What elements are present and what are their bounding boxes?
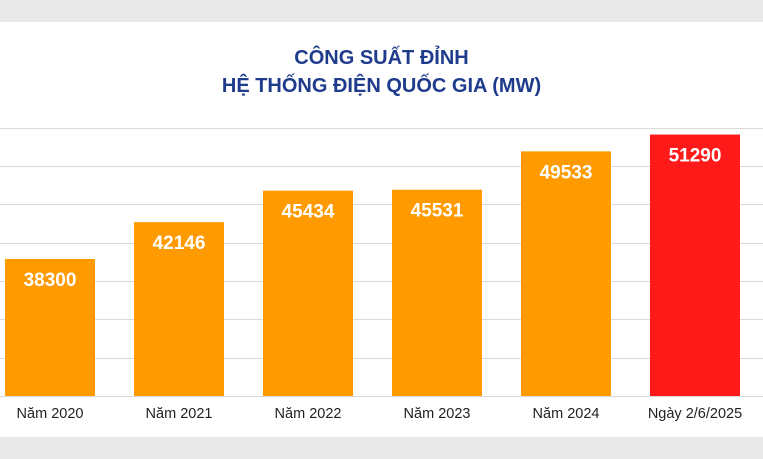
bar-value-label: 51290 — [669, 146, 722, 167]
bar-4 — [521, 151, 611, 396]
bar-value-label: 49533 — [540, 162, 593, 183]
bar-value-label: 42146 — [153, 233, 206, 254]
x-tick-label: Năm 2024 — [533, 406, 600, 422]
bar-2 — [263, 190, 353, 396]
chart-title: CÔNG SUẤT ĐỈNH — [294, 47, 469, 69]
bar-value-label: 38300 — [24, 270, 77, 291]
x-tick-label: Năm 2021 — [146, 406, 213, 422]
x-tick-label: Ngày 2/6/2025 — [648, 406, 742, 422]
bar-3 — [392, 189, 482, 396]
x-tick-label: Năm 2020 — [17, 406, 84, 422]
x-tick-label: Năm 2023 — [404, 406, 471, 422]
bar-chart: 38300 Năm 2020 42146 Năm 2021 45434 Năm 2022 4… — [0, 128, 763, 422]
bar-1 — [134, 222, 224, 396]
bar-0 — [5, 259, 95, 396]
chart-card: CÔNG SUẤT ĐỈNH HỆ THỐNG ĐIỆN QUỐC GIA (M… — [0, 22, 763, 437]
chart-subtitle: HỆ THỐNG ĐIỆN QUỐC GIA (MW) — [221, 75, 542, 97]
bar-value-label: 45531 — [411, 201, 464, 222]
chart-title-block: CÔNG SUẤT ĐỈNH HỆ THỐNG ĐIỆN QUỐC GIA (M… — [0, 44, 763, 100]
bar-5 — [650, 134, 740, 396]
bar-value-label: 45434 — [282, 202, 335, 223]
x-tick-label: Năm 2022 — [275, 406, 342, 422]
